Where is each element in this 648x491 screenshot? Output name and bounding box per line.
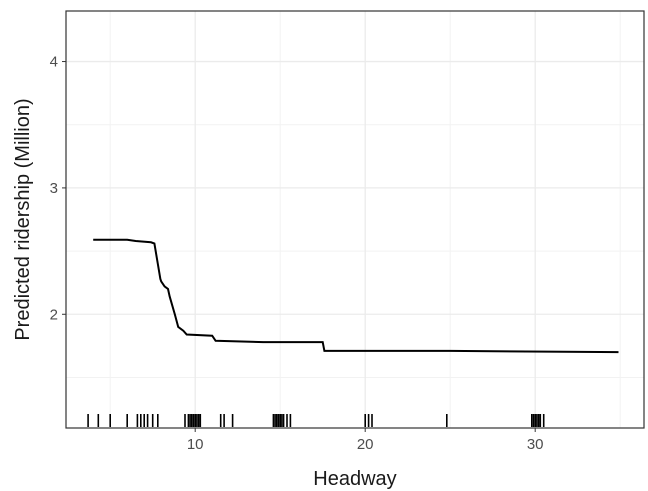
minor-gridlines	[66, 11, 644, 428]
major-gridlines	[66, 11, 644, 428]
x-axis-ticks: 10 20 30	[187, 428, 544, 453]
y-tick-label: 4	[50, 54, 58, 71]
series-line	[93, 238, 619, 354]
y-axis-title: Predicted ridership (Million)	[12, 98, 34, 340]
rug-marks	[87, 414, 545, 427]
y-axis-ticks: 2 3 4	[50, 54, 66, 323]
plot-background	[66, 11, 644, 428]
plot-border	[65, 10, 645, 429]
x-tick-label: 30	[527, 436, 544, 453]
y-tick-label: 2	[50, 306, 58, 323]
x-tick-label: 10	[187, 436, 204, 453]
x-axis-title: Headway	[313, 468, 396, 490]
x-tick-label: 20	[357, 436, 374, 453]
y-tick-label: 3	[50, 180, 58, 197]
